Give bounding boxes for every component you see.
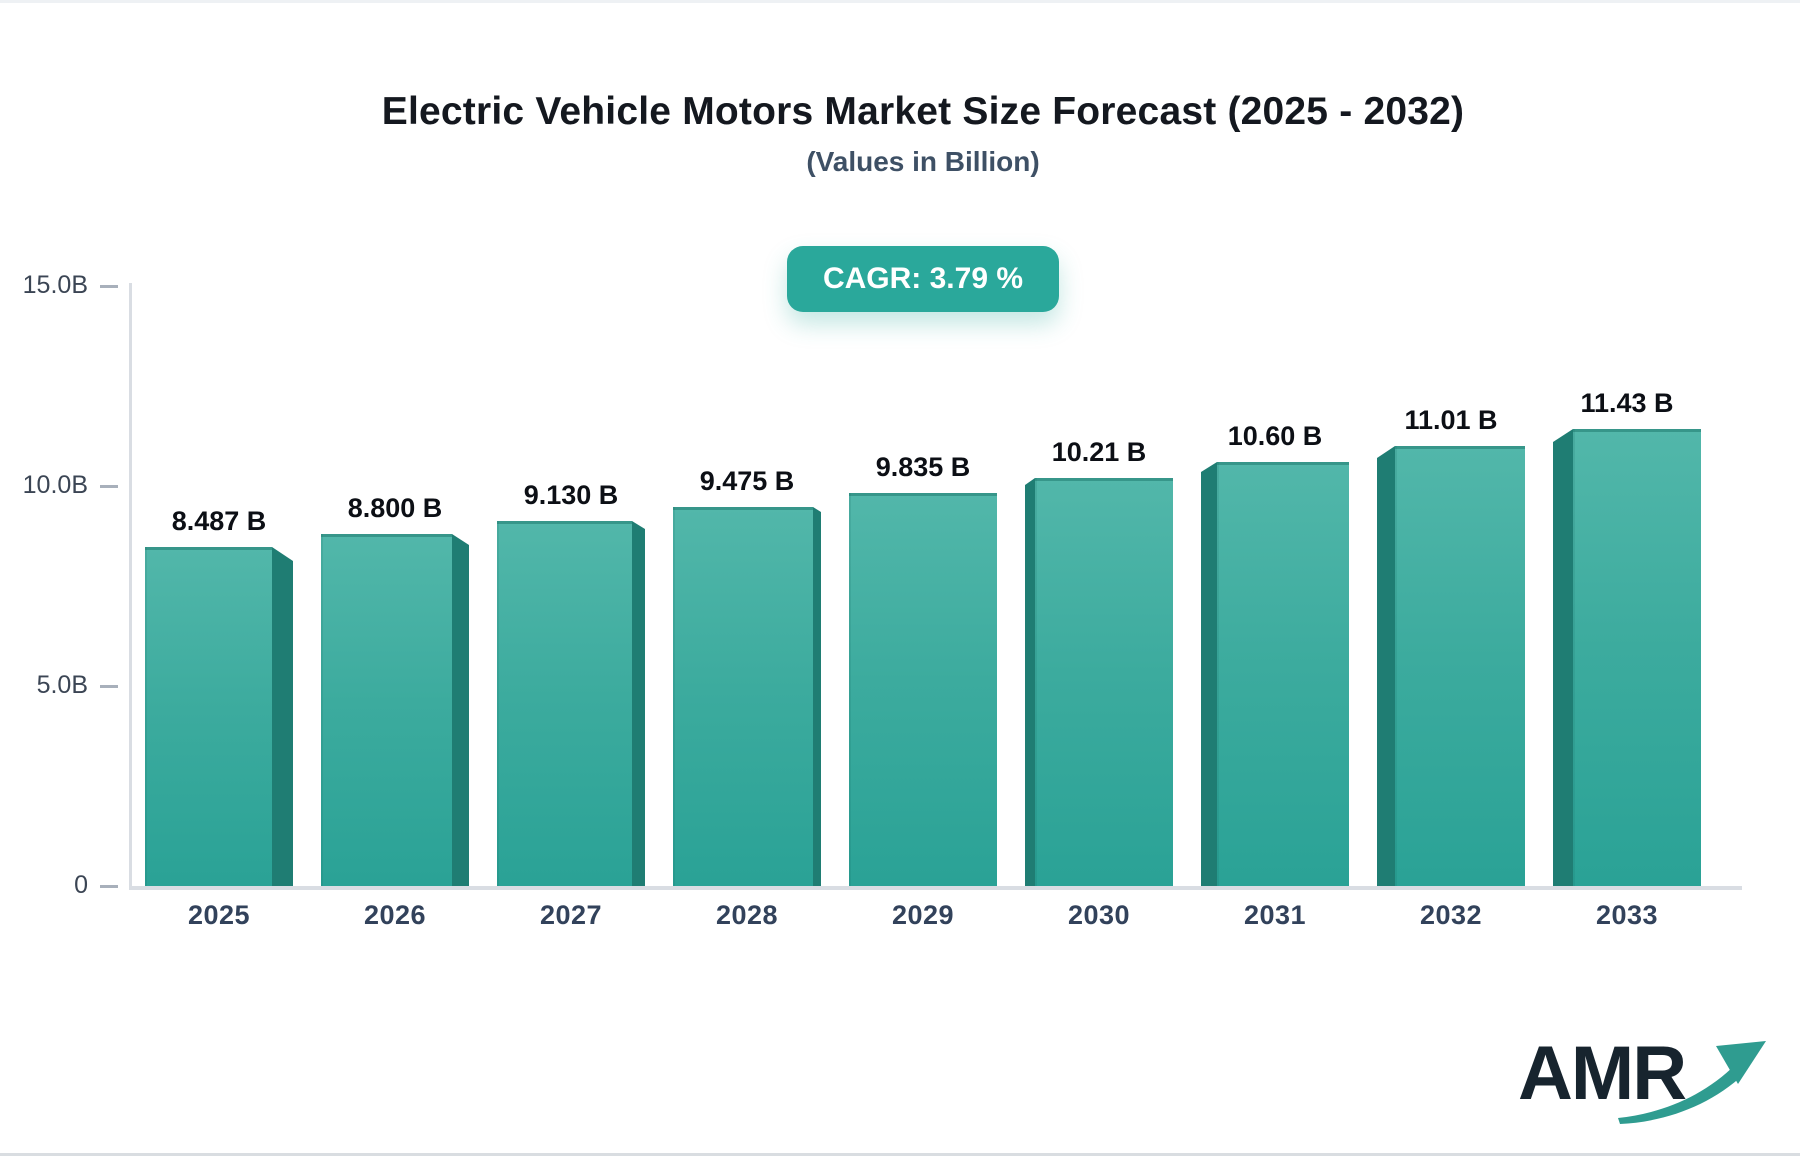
y-tick-dash [100,485,118,488]
bar-front-face [145,547,272,886]
x-tick-label-2033: 2033 [1595,900,1659,930]
bar-side-face [813,507,821,886]
bar-value-label: 10.60 B [1227,421,1323,451]
x-tick-label-2027: 2027 [539,900,603,930]
bar-value-label: 11.01 B [1404,405,1498,435]
bar-value-label: 9.475 B [699,466,795,496]
growth-arrow-icon [1618,1041,1766,1124]
bar-group-2025: 8.487 B [131,286,307,886]
x-tick-label-2031: 2031 [1243,900,1307,930]
y-tick-label: 0 [74,871,88,899]
bar-2026 [321,534,469,886]
y-tick-label: 10.0B [22,471,88,499]
x-tick-label-2028: 2028 [715,900,779,930]
y-tick-dash [100,685,118,688]
bar-2033 [1553,429,1701,886]
x-tick-label-2025: 2025 [187,900,251,930]
bar-front-face [849,493,997,886]
y-axis: 15.0B 10.0B 5.0B 0 [0,271,131,899]
bar-group-2030: 10.21 B [1011,286,1187,886]
bar-front-face [673,507,813,886]
bar-group-2029: 9.835 B [835,286,1011,886]
bar-value-label: 8.800 B [347,493,443,523]
bar-side-face [1201,462,1217,886]
amr-logo-text: AMR [1518,1031,1687,1116]
amr-logo: AMR [1518,1032,1778,1132]
top-border-line [0,0,1800,3]
bar-2031 [1201,462,1349,886]
cagr-badge-row: CAGR: 3.79 % [131,246,1715,312]
y-tick-label: 5.0B [36,671,88,699]
cagr-badge: CAGR: 3.79 % [786,246,1060,312]
x-tick-label-2026: 2026 [363,900,427,930]
bar-front-face [1395,446,1525,886]
bar-side-face [272,547,293,886]
chart-title: Electric Vehicle Motors Market Size Fore… [381,90,1465,133]
x-axis-line [129,886,1742,890]
bar-front-face [1217,462,1349,886]
x-tick-label-2029: 2029 [891,900,955,930]
bar-side-face [1377,446,1395,886]
bar-front-face [321,534,452,886]
bar-group-2031: 10.60 B [1187,286,1363,886]
y-tick-label: 15.0B [22,271,88,299]
bar-front-face [497,521,632,886]
x-tick-label-2030: 2030 [1067,900,1131,930]
bar-group-2026: 8.800 B [307,286,483,886]
bar-2029 [849,493,997,886]
bottom-border-line [0,1153,1800,1156]
x-axis: 2025 2026 2027 2028 2029 2030 2031 2032 2033 [131,900,1715,931]
bar-side-face [1025,478,1035,886]
bar-side-face [1553,429,1573,886]
bar-2025 [145,547,293,886]
bar-value-label: 9.130 B [523,480,619,510]
bar-2032 [1377,446,1525,886]
bar-side-face [452,534,469,886]
bar-front-face [1573,429,1701,886]
bar-2030 [1025,478,1173,886]
bar-value-label: 10.21 B [1051,437,1147,467]
bar-side-face [632,521,645,886]
y-tick-dash [100,285,118,288]
y-tick-dash [100,885,118,888]
bar-value-label: 9.835 B [875,452,971,482]
growth-arrow-head [1716,1041,1766,1084]
bar-value-label: 11.43 B [1580,388,1674,418]
bar-group-2027: 9.130 B [483,286,659,886]
growth-arrow-swoosh [1618,1064,1744,1124]
bar-group-2033: 11.43 B [1539,286,1715,886]
y-axis-line [129,283,132,890]
chart-subtitle: (Values in Billion) [806,146,1040,177]
bar-front-face [1035,478,1173,886]
bar-value-label: 8.487 B [171,506,267,536]
bar-group-2032: 11.01 B [1363,286,1539,886]
bar-2028 [673,507,821,886]
bar-group-2028: 9.475 B [659,286,835,886]
x-tick-label-2032: 2032 [1419,900,1483,930]
bar-2027 [497,521,645,886]
plot-area: 8.487 B 8.800 B 9.130 B 9.475 B 9.835 B 10.21… [131,286,1715,886]
